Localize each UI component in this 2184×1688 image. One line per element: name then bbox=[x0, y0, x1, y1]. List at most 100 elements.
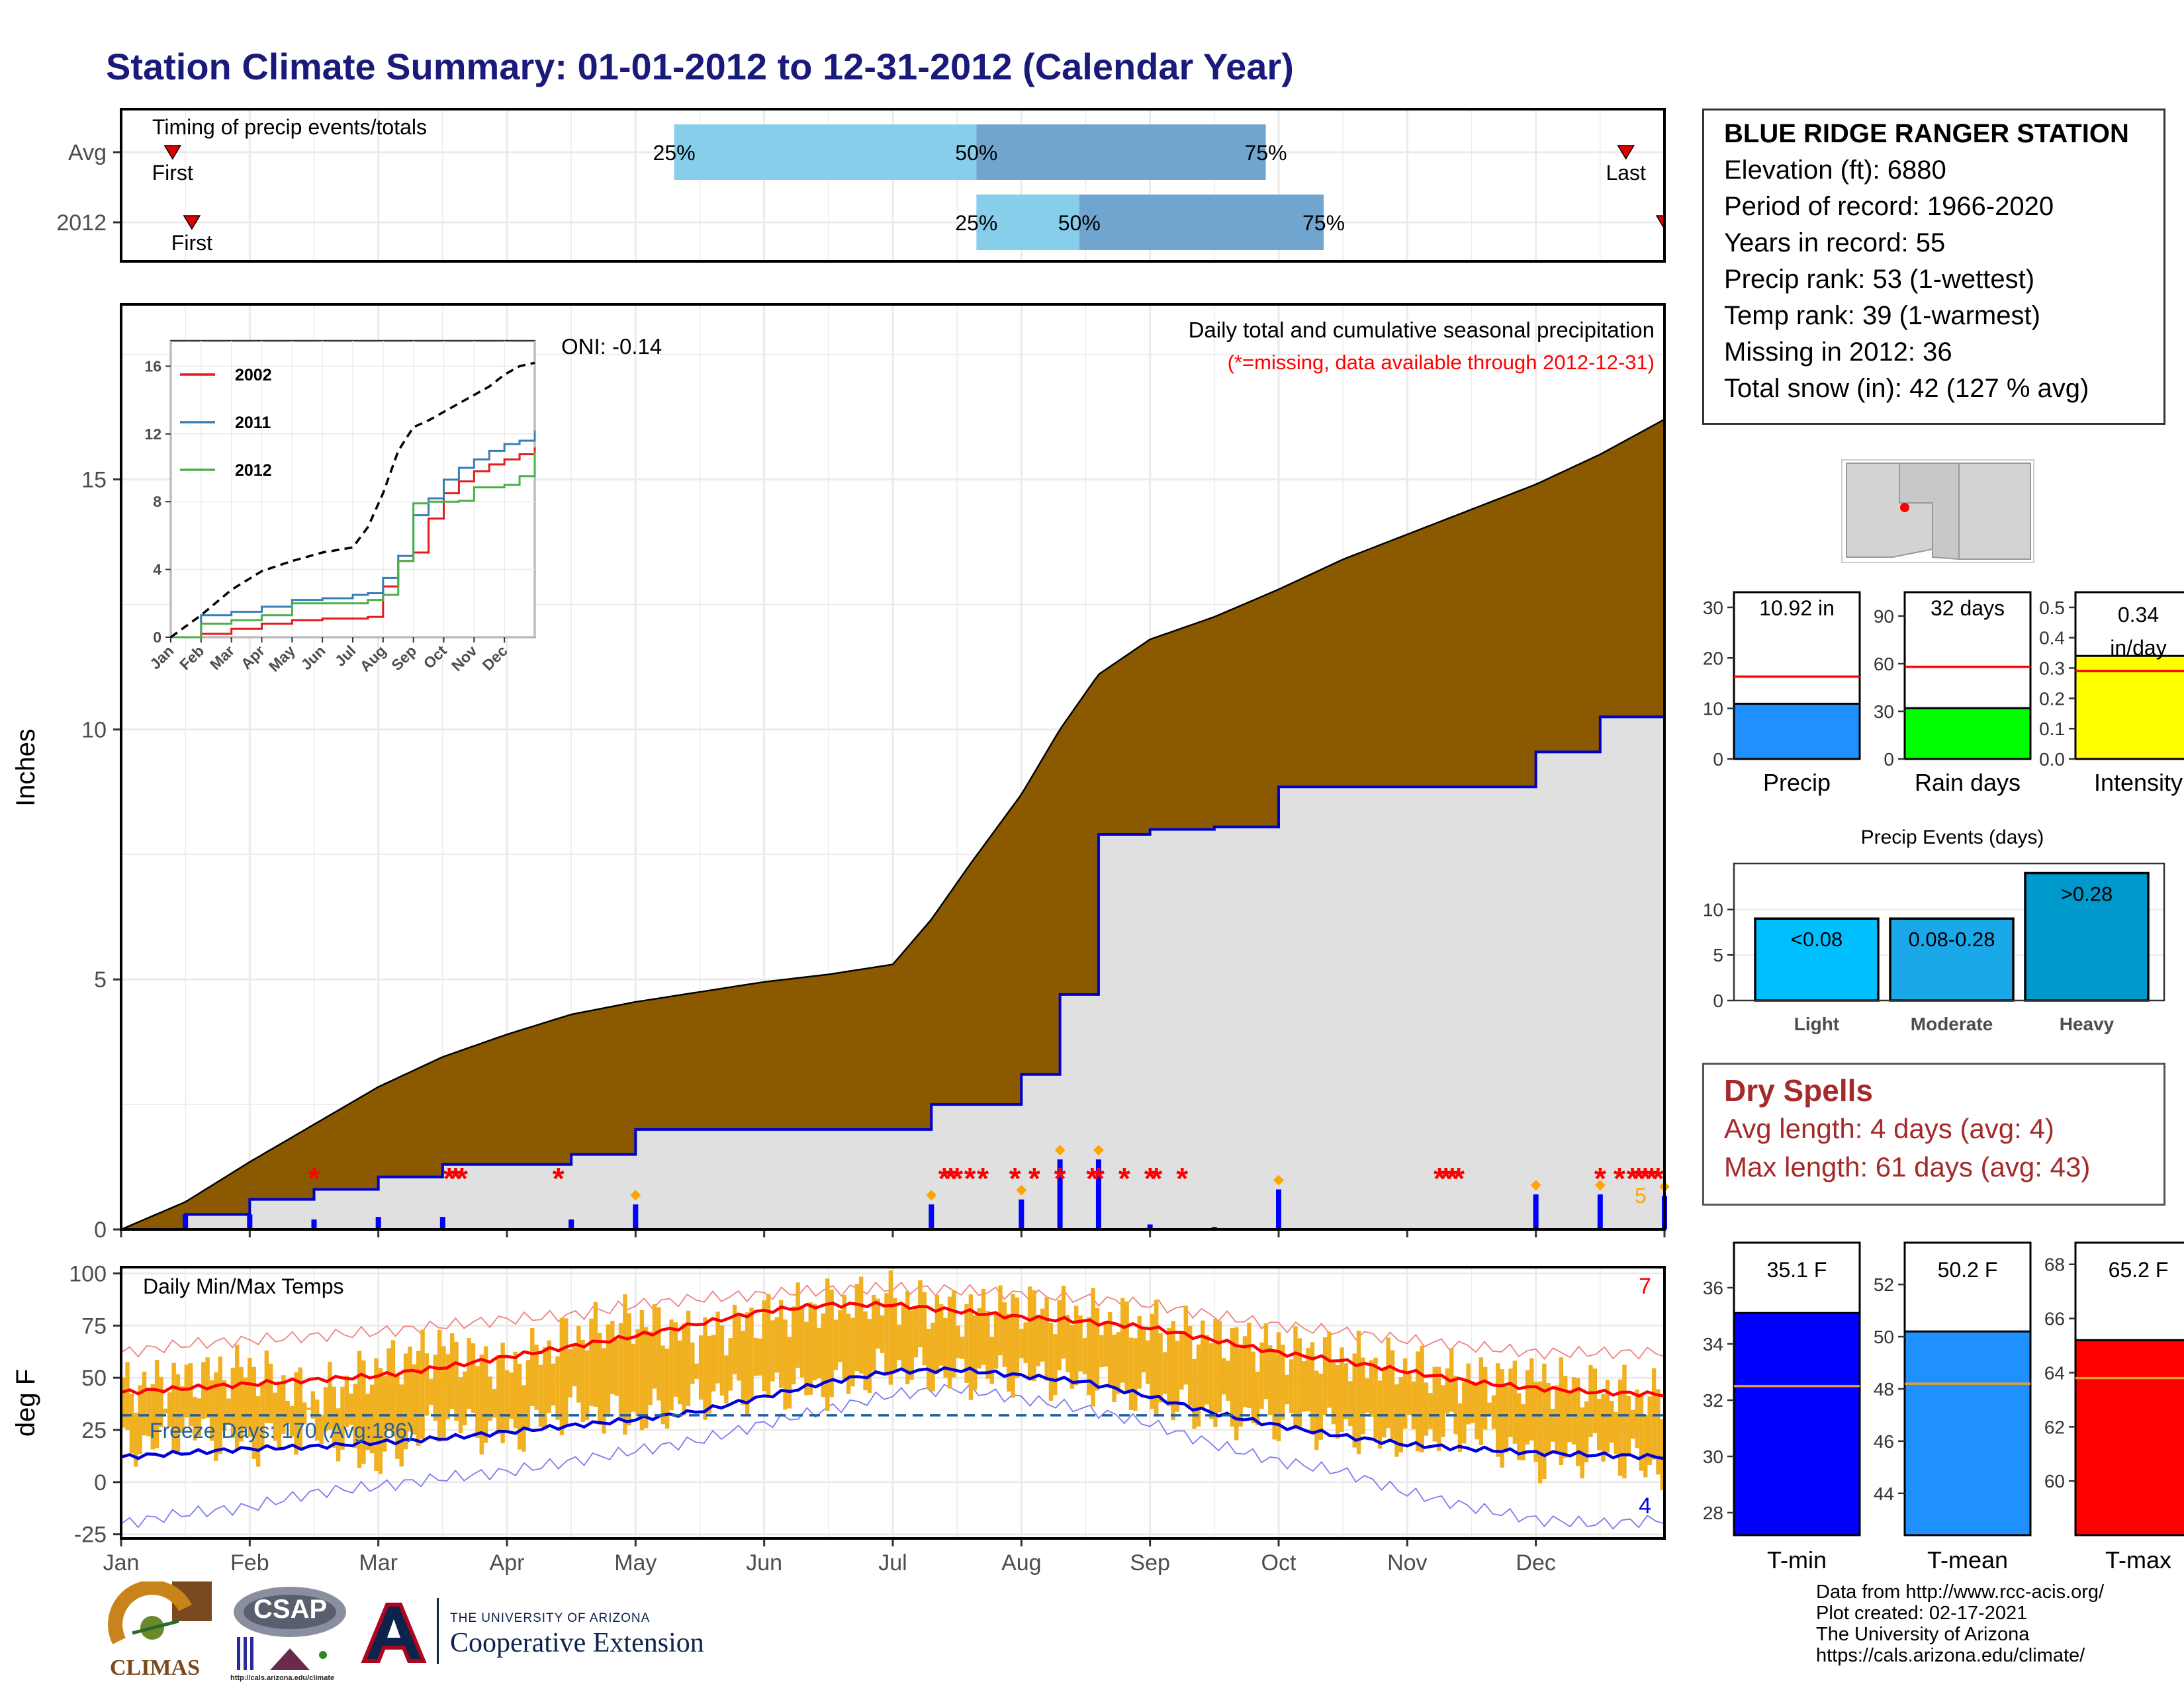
daily-temp-bar bbox=[989, 1337, 994, 1384]
daily-temp-bar bbox=[1424, 1382, 1429, 1436]
station-line: Missing in 2012: 36 bbox=[1724, 337, 1952, 367]
daily-temp-bar bbox=[606, 1324, 611, 1417]
daily-temp-bar bbox=[1559, 1357, 1564, 1466]
daily-temp-bar bbox=[310, 1391, 316, 1419]
daily-temp-bar bbox=[1508, 1368, 1513, 1437]
heavy-event-marker bbox=[1273, 1175, 1284, 1186]
missing-day-marker: * bbox=[443, 1161, 455, 1196]
daily-temp-bar bbox=[1537, 1381, 1543, 1484]
daily-temp-bar bbox=[159, 1376, 163, 1427]
daily-temp-bar bbox=[1187, 1325, 1193, 1407]
daily-temp-bar bbox=[778, 1300, 784, 1388]
daily-temp-bar bbox=[433, 1355, 437, 1421]
daily-temp-bar bbox=[458, 1377, 463, 1433]
daily-temp-bar bbox=[134, 1412, 138, 1467]
daily-temp-bar bbox=[1373, 1357, 1378, 1439]
last-event-label: Last bbox=[1606, 161, 1646, 185]
daily-temp-bar bbox=[1087, 1317, 1091, 1396]
daily-temp-bar bbox=[1133, 1338, 1138, 1411]
missing-day-marker: * bbox=[1433, 1161, 1445, 1196]
daily-temp-bar bbox=[796, 1282, 800, 1368]
daily-temp-bar bbox=[504, 1370, 510, 1433]
timing-bar-25-50 bbox=[976, 195, 1079, 250]
daily-temp-bar bbox=[281, 1375, 286, 1434]
month-tick-label: Aug bbox=[1001, 1550, 1042, 1576]
credit-line: https://cals.arizona.edu/climate/ bbox=[1816, 1645, 2085, 1666]
daily-temp-bar bbox=[551, 1363, 556, 1406]
daily-temp-bar bbox=[1095, 1308, 1100, 1391]
daily-temp-bar bbox=[1457, 1403, 1463, 1452]
daily-temp-bar bbox=[618, 1323, 623, 1420]
csap-url: http://cals.arizona.edu/climate bbox=[230, 1674, 335, 1682]
daily-temp-bar bbox=[572, 1345, 577, 1387]
daily-temp-bar bbox=[1651, 1368, 1657, 1460]
daily-temp-bar bbox=[294, 1372, 298, 1455]
daily-precip-bar bbox=[1147, 1224, 1153, 1229]
daily-temp-bar bbox=[1082, 1338, 1087, 1374]
event-bin-label: >0.28 bbox=[2061, 882, 2113, 905]
daily-temp-bar bbox=[374, 1358, 379, 1472]
daily-temp-bar bbox=[1015, 1298, 1020, 1378]
daily-temp-bar bbox=[1251, 1351, 1255, 1423]
summary-bar bbox=[1903, 707, 2032, 760]
daily-temp-bar bbox=[1141, 1327, 1146, 1372]
daily-temp-bar bbox=[555, 1356, 560, 1420]
daily-temp-bar bbox=[543, 1347, 547, 1429]
heavy-event-marker bbox=[1054, 1145, 1066, 1156]
daily-temp-bar bbox=[1268, 1345, 1273, 1415]
climas-emblem-icon bbox=[108, 1580, 212, 1644]
daily-temp-bar bbox=[918, 1280, 923, 1348]
daily-temp-bar bbox=[1183, 1306, 1189, 1385]
daily-precip-bar bbox=[1019, 1199, 1024, 1229]
daily-temp-bar bbox=[1032, 1290, 1036, 1382]
daily-temp-bar bbox=[315, 1399, 320, 1441]
summary-y-tick-label: 0.1 bbox=[2039, 719, 2065, 739]
daily-temp-bar bbox=[664, 1349, 670, 1429]
daily-temp-bar bbox=[1234, 1327, 1239, 1441]
summary-value-label: 0.34 bbox=[2118, 603, 2159, 627]
daily-temp-bar bbox=[1238, 1348, 1243, 1427]
daily-temp-bar bbox=[479, 1355, 484, 1455]
temp-y-tick-label: 100 bbox=[69, 1261, 107, 1286]
daily-precip-bar bbox=[1597, 1194, 1603, 1229]
daily-temp-bar bbox=[922, 1292, 927, 1366]
daily-temp-bar bbox=[125, 1362, 130, 1430]
daily-temp-bar bbox=[429, 1379, 433, 1405]
timing-p50-label: 50% bbox=[955, 141, 997, 165]
daily-temp-bar bbox=[694, 1363, 699, 1379]
missing-day-marker: * bbox=[1594, 1161, 1606, 1196]
heavy-event-marker bbox=[1016, 1184, 1027, 1196]
daily-temp-bar bbox=[568, 1349, 572, 1398]
daily-temp-bar bbox=[1302, 1361, 1306, 1412]
daily-temp-bar bbox=[1365, 1378, 1370, 1413]
missing-day-marker: * bbox=[308, 1161, 320, 1196]
daily-temp-bar bbox=[209, 1380, 214, 1441]
station-line: Precip rank: 53 (1-wettest) bbox=[1724, 265, 2035, 294]
events-y-tick-label: 0 bbox=[1713, 991, 1723, 1011]
daily-temp-bar bbox=[483, 1346, 488, 1443]
daily-temp-bar bbox=[1019, 1329, 1024, 1358]
missing-day-marker: * bbox=[1614, 1161, 1625, 1196]
daily-temp-bar bbox=[184, 1364, 189, 1418]
daily-temp-bar bbox=[639, 1310, 645, 1431]
daily-temp-bar bbox=[471, 1343, 476, 1413]
daily-temp-bar bbox=[1162, 1352, 1167, 1394]
daily-temp-bar bbox=[589, 1318, 594, 1406]
daily-temp-bar bbox=[201, 1362, 206, 1419]
daily-temp-bar bbox=[901, 1304, 906, 1369]
first-event-marker bbox=[163, 145, 182, 160]
daily-temp-bar bbox=[1221, 1358, 1226, 1395]
daily-temp-bar bbox=[1512, 1360, 1518, 1444]
temp-summary-value-label: 65.2 F bbox=[2109, 1258, 2169, 1282]
inset-series-line bbox=[171, 430, 536, 639]
daily-temp-bar bbox=[1057, 1300, 1062, 1370]
daily-temp-bar bbox=[387, 1348, 391, 1431]
inset-series-line bbox=[169, 361, 535, 639]
daily-temp-bar bbox=[652, 1304, 657, 1389]
daily-temp-bar bbox=[475, 1366, 480, 1438]
month-tick-label: Jun bbox=[746, 1550, 782, 1576]
precip-y-tick-label: 0 bbox=[94, 1218, 107, 1243]
daily-temp-bar bbox=[812, 1304, 817, 1380]
daily-temp-bar bbox=[517, 1363, 522, 1450]
daily-temp-bar bbox=[1318, 1373, 1323, 1440]
